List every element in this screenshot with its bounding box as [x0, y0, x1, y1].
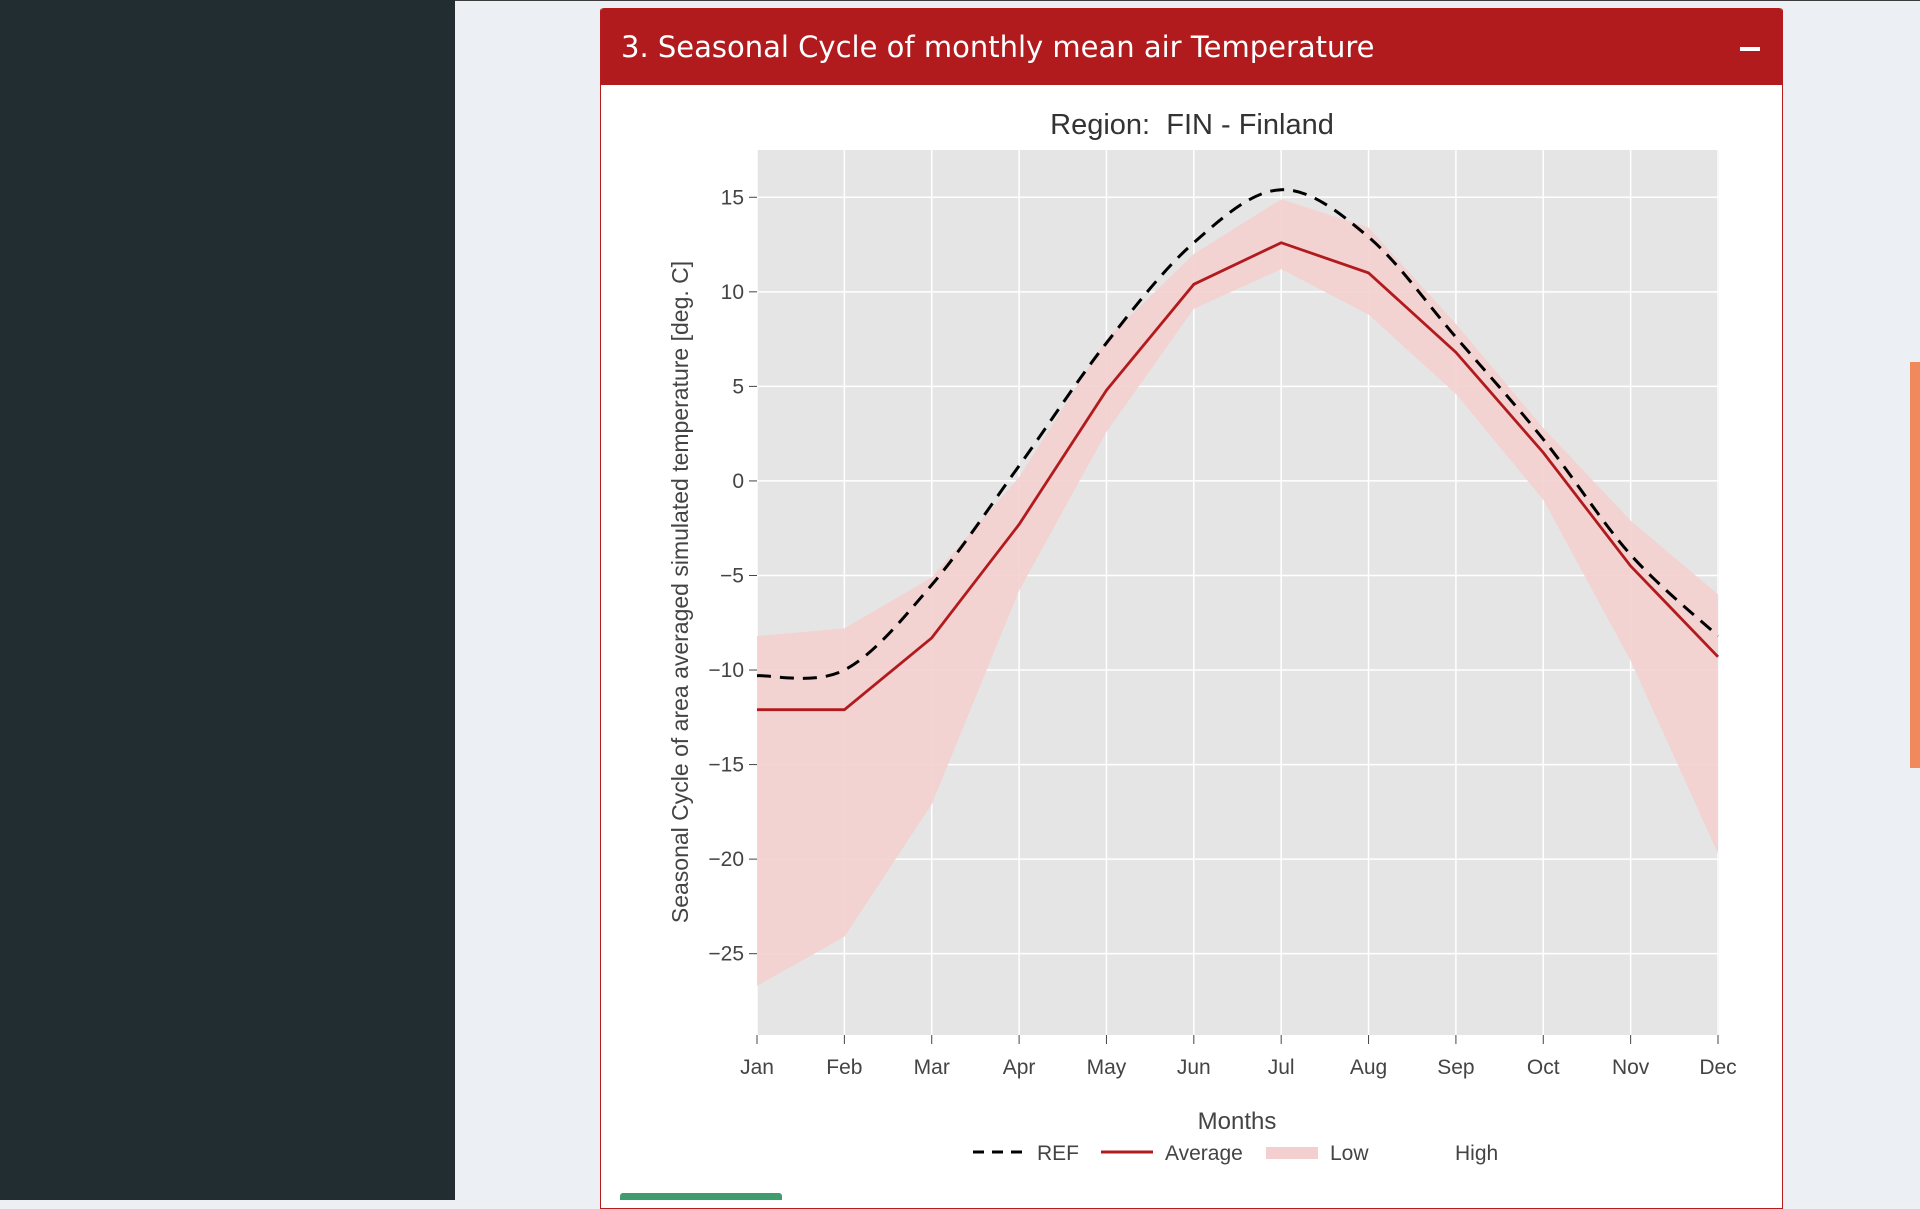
top-border — [455, 0, 1920, 1]
x-tick-label: Jun — [1177, 1056, 1211, 1079]
legend: REF Average Low High — [973, 1142, 1498, 1165]
collapse-button[interactable] — [1736, 34, 1764, 62]
minus-icon — [1740, 47, 1760, 51]
x-tick-label: Dec — [1699, 1056, 1736, 1079]
x-tick-label: Nov — [1612, 1056, 1650, 1079]
low-high-band — [757, 199, 1718, 986]
ref-line — [756, 188, 1720, 680]
average-line — [757, 241, 1720, 712]
y-tick-label: −25 — [708, 943, 744, 966]
legend-label: REF — [1037, 1142, 1079, 1165]
seasonal-cycle-panel: 3. Seasonal Cycle of monthly mean air Te… — [600, 8, 1783, 1209]
y-tick-label: 0 — [732, 470, 744, 493]
legend-item-ref[interactable]: REF — [973, 1142, 1079, 1165]
y-tick-label: −10 — [708, 659, 744, 682]
y-axis: 15 10 5 0 −5 −10 −15 −20 −25 — [708, 186, 757, 966]
chart-title: Region: FIN - Finland — [1050, 109, 1334, 141]
x-tick-label: Feb — [826, 1056, 862, 1079]
y-tick-label: −15 — [708, 754, 744, 777]
legend-label: High — [1455, 1142, 1498, 1165]
x-tick-label: Mar — [914, 1056, 950, 1079]
seasonal-cycle-chart: Region: FIN - Finland 15 10 5 0 −5 −10 −15 −20 −… — [667, 109, 1737, 1165]
legend-label: Average — [1165, 1142, 1243, 1165]
x-tick-label: Oct — [1527, 1056, 1560, 1079]
y-tick-label: 15 — [721, 186, 744, 209]
y-tick-label: 5 — [732, 375, 744, 398]
sidebar — [0, 0, 455, 1200]
y-tick-label: −20 — [708, 848, 744, 871]
x-tick-label: Sep — [1437, 1056, 1474, 1079]
green-action-button[interactable] — [620, 1193, 782, 1200]
x-axis: Jan Feb Mar Apr May Jun Jul Aug Sep Oct Nov Dec — [740, 1035, 1737, 1079]
x-tick-label: Jan — [740, 1056, 774, 1079]
x-tick-label: May — [1087, 1056, 1127, 1079]
scrollbar-thumb[interactable] — [1910, 362, 1920, 768]
panel-title: 3. Seasonal Cycle of monthly mean air Te… — [621, 30, 1375, 64]
legend-label: Low — [1330, 1142, 1369, 1165]
y-axis-label: Seasonal Cycle of area averaged simulate… — [667, 261, 693, 923]
legend-item-low[interactable]: Low — [1266, 1142, 1369, 1165]
legend-item-average[interactable]: Average — [1101, 1142, 1243, 1165]
legend-item-high[interactable]: High — [1455, 1142, 1498, 1165]
x-axis-label: Months — [1198, 1108, 1277, 1135]
y-tick-label: −5 — [720, 564, 744, 587]
legend-swatch — [1266, 1147, 1318, 1159]
x-tick-label: Jul — [1268, 1056, 1295, 1079]
panel-header: 3. Seasonal Cycle of monthly mean air Te… — [601, 8, 1782, 85]
y-tick-label: 10 — [721, 281, 744, 304]
x-tick-label: Apr — [1003, 1056, 1036, 1079]
x-tick-label: Aug — [1350, 1056, 1387, 1079]
